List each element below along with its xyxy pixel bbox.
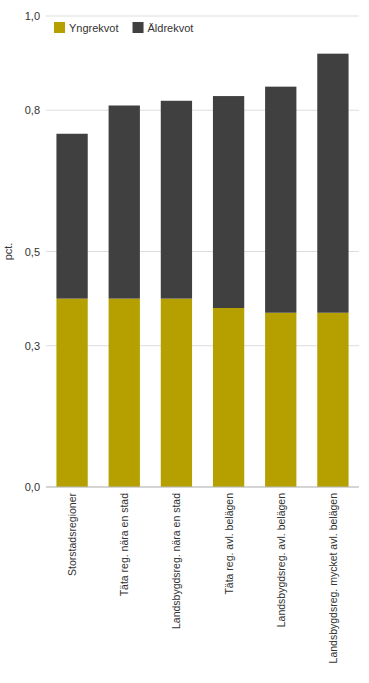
bar-segment	[56, 299, 87, 487]
x-tick-label: Täta reg. nära en stad	[118, 493, 130, 596]
bar-segment	[109, 105, 140, 298]
bar-segment	[56, 134, 87, 299]
x-tick-label: Storstadsregioner	[66, 493, 78, 576]
bar-segment	[265, 313, 296, 487]
y-tick-label: 1,0	[25, 10, 40, 22]
legend-label: Äldrekvot	[148, 22, 194, 34]
legend-swatch	[54, 22, 65, 33]
y-axis-label: pct.	[2, 243, 14, 261]
bar-segment	[213, 96, 244, 308]
grid-line	[46, 487, 359, 488]
bar-segment	[213, 308, 244, 487]
x-axis-line	[46, 487, 359, 488]
x-tick-label: Landsbygdsreg. mycket avl. belägen	[327, 493, 339, 664]
bars	[56, 54, 348, 487]
y-tick-label: 0,3	[25, 340, 40, 352]
y-tick-label: 0,5	[25, 246, 40, 258]
y-tick-label: 0,0	[25, 481, 40, 493]
x-tick-label: Landsbygdsreg. avl. belägen	[275, 493, 287, 627]
grid-line	[46, 110, 359, 111]
y-tick-label: 0,8	[25, 104, 40, 116]
grid-line	[46, 345, 359, 346]
bar-segment	[317, 54, 348, 313]
grid-line	[46, 16, 359, 17]
chart-svg: 0,0 0,3 0,5 0,8 1,0 pct. Storstadsregioner Täta…	[0, 0, 369, 683]
bar-segment	[265, 87, 296, 313]
legend-swatch	[133, 22, 144, 33]
bar-segment	[161, 299, 192, 487]
grid	[46, 16, 359, 487]
chart-container: 0,0 0,3 0,5 0,8 1,0 pct. Storstadsregioner Täta…	[0, 0, 369, 683]
legend: Yngrekvot Äldrekvot	[50, 18, 197, 36]
x-tick-label: Täta reg. avl. belägen	[223, 493, 235, 595]
legend-background	[50, 18, 197, 36]
legend-label: Yngrekvot	[69, 22, 119, 34]
bar-segment	[161, 101, 192, 299]
grid-line	[46, 251, 359, 252]
x-tick-label: Landsbygdsreg. nära en stad	[170, 493, 182, 629]
bar-segment	[109, 299, 140, 487]
bar-segment	[317, 313, 348, 487]
